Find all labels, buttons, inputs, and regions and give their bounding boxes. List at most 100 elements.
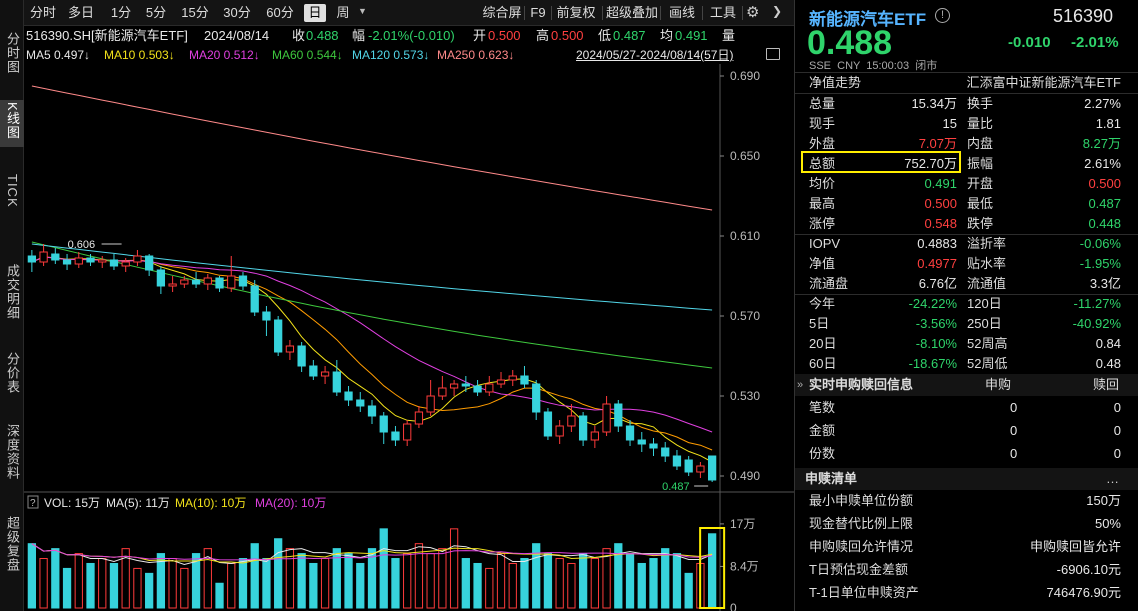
candle[interactable] (555, 420, 564, 444)
candle[interactable] (156, 266, 166, 294)
volume-bar[interactable] (508, 562, 517, 609)
volume-bar[interactable] (180, 567, 189, 609)
volume-bar[interactable] (27, 543, 37, 609)
expand-icon[interactable]: » (797, 379, 804, 391)
volume-bar[interactable] (356, 562, 365, 609)
volume-bar[interactable] (590, 558, 599, 609)
candle[interactable] (543, 408, 553, 440)
vtab-3[interactable]: 成交明细 (0, 262, 24, 327)
volume-bar[interactable] (344, 553, 353, 609)
candle[interactable] (426, 380, 435, 416)
candle[interactable] (532, 380, 541, 420)
volume-bar[interactable] (133, 567, 142, 609)
vtab-4[interactable]: 分价表 (0, 350, 24, 401)
redeem-section-header[interactable]: » 实时申购赎回信息 申购 赎回 (795, 374, 1138, 396)
candle[interactable] (168, 276, 177, 292)
candle[interactable] (62, 254, 72, 270)
volume-bar[interactable] (672, 553, 682, 609)
period-dropdown-icon[interactable]: ▼ (358, 6, 367, 16)
candle[interactable] (485, 376, 494, 396)
candle[interactable] (637, 432, 646, 452)
period-tab-8[interactable]: 周 (336, 5, 350, 20)
candle[interactable] (51, 248, 60, 264)
candle[interactable] (98, 256, 107, 268)
volume-bar[interactable] (274, 538, 283, 609)
volume-bar[interactable] (39, 558, 48, 609)
vtab-6[interactable]: 超级复盘 (0, 514, 24, 579)
candle[interactable] (672, 450, 682, 470)
candle[interactable] (578, 412, 588, 446)
candle[interactable] (707, 455, 717, 482)
volume-bar[interactable] (426, 553, 435, 609)
candle[interactable] (391, 426, 400, 446)
candle[interactable] (191, 272, 201, 288)
candle[interactable] (614, 400, 623, 432)
volume-bar[interactable] (567, 562, 576, 609)
volume-bar[interactable] (578, 553, 588, 609)
volume-bar[interactable] (145, 572, 154, 609)
volume-bar[interactable] (285, 548, 295, 609)
volume-bar[interactable] (602, 548, 611, 609)
period-tab-5[interactable]: 30分 (223, 5, 251, 20)
volume-bar[interactable] (532, 543, 541, 609)
vtab-1[interactable]: K线图 (0, 100, 24, 147)
help-icon[interactable] (27, 495, 39, 509)
volume-bar[interactable] (403, 553, 412, 609)
volume-bar[interactable] (438, 548, 447, 609)
candle[interactable] (297, 342, 306, 372)
volume-bar[interactable] (51, 548, 60, 609)
tool-button-5[interactable]: 工具 (709, 5, 736, 20)
volume-bar[interactable] (98, 558, 107, 609)
candle[interactable] (438, 376, 447, 400)
candle[interactable] (590, 426, 599, 448)
volume-bar[interactable] (191, 553, 201, 609)
period-tab-3[interactable]: 5分 (145, 5, 167, 20)
volume-bar[interactable] (485, 567, 494, 609)
volume-bar[interactable] (379, 528, 388, 609)
volume-bar[interactable] (496, 553, 506, 609)
tool-button-2[interactable]: 前复权 (556, 5, 596, 20)
volume-bar[interactable] (625, 553, 635, 609)
volume-bar[interactable] (543, 553, 553, 609)
volume-bar[interactable] (332, 548, 341, 609)
volume-bar[interactable] (168, 558, 177, 609)
volume-bar[interactable] (649, 558, 658, 609)
volume-bar[interactable] (367, 548, 377, 609)
tool-button-1[interactable]: F9 (530, 5, 546, 20)
candle[interactable] (344, 386, 353, 406)
candle[interactable] (320, 366, 330, 384)
volume-bar[interactable] (320, 558, 330, 609)
tool-button-4[interactable]: 画线 (668, 5, 695, 20)
period-tab-7[interactable]: 日 (304, 4, 326, 22)
volume-bar[interactable] (227, 562, 236, 609)
volume-bar[interactable] (414, 543, 424, 609)
date-range-link[interactable]: 2024/05/27-2024/08/14(57日) (576, 48, 734, 62)
candle[interactable] (473, 380, 482, 396)
volume-bar[interactable] (520, 558, 529, 609)
volume-bar[interactable] (62, 567, 72, 609)
volume-bar[interactable] (684, 572, 693, 609)
volume-bar[interactable] (156, 553, 166, 609)
volume-bar[interactable] (473, 562, 482, 609)
volume-bar[interactable] (614, 543, 623, 609)
candle[interactable] (133, 250, 142, 266)
candle[interactable] (696, 462, 705, 478)
candle[interactable] (145, 254, 154, 276)
candle[interactable] (403, 420, 412, 446)
volume-bar[interactable] (74, 553, 83, 609)
candle[interactable] (461, 376, 470, 392)
tool-button-0[interactable]: 综合屏 (482, 5, 522, 20)
volume-bar[interactable] (121, 548, 130, 609)
candle[interactable] (86, 254, 95, 266)
candle[interactable] (496, 372, 506, 388)
nav-trend-row[interactable]: 净值走势 汇添富中证新能源汽车ETF (805, 73, 1127, 93)
candle[interactable] (274, 316, 283, 356)
candle[interactable] (121, 258, 130, 272)
volume-bar[interactable] (661, 548, 670, 609)
volume-bar[interactable] (555, 558, 564, 609)
gear-icon[interactable]: ⚙ (746, 4, 760, 21)
candle[interactable] (180, 276, 189, 288)
candle[interactable] (649, 438, 658, 456)
kline-chart[interactable]: 0.690 0.650 0.610 0.570 0.530 0.490 0.606 0.487… (24, 64, 794, 611)
volume-bar[interactable] (309, 562, 318, 609)
